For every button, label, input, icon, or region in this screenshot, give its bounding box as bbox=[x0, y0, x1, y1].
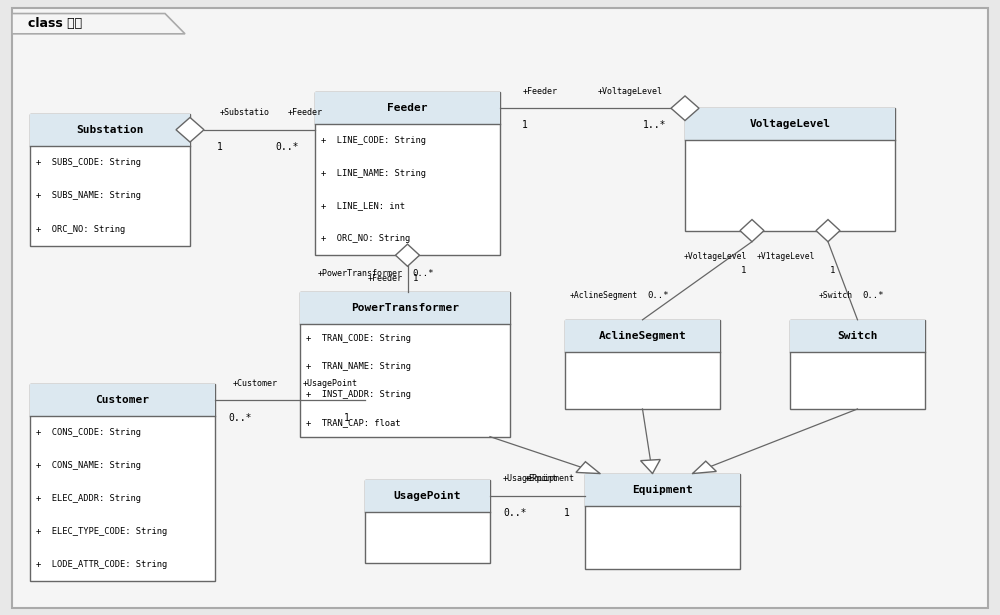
Polygon shape bbox=[12, 14, 185, 34]
Bar bbox=[685, 108, 895, 231]
Bar bbox=[30, 114, 190, 246]
Text: 0..*: 0..* bbox=[648, 291, 669, 300]
Bar bbox=[585, 474, 740, 569]
Text: +V1tageLevel: +V1tageLevel bbox=[757, 252, 816, 261]
Text: +  ORC_NO: String: + ORC_NO: String bbox=[36, 225, 125, 234]
Bar bbox=[30, 384, 215, 581]
Text: 0..*: 0..* bbox=[862, 291, 884, 300]
Polygon shape bbox=[692, 461, 716, 474]
Text: +  LINE_LEN: int: + LINE_LEN: int bbox=[321, 202, 405, 210]
Text: 1: 1 bbox=[344, 413, 350, 423]
Bar bbox=[685, 108, 895, 140]
Text: +AclineSegment: +AclineSegment bbox=[569, 291, 638, 300]
Text: 1: 1 bbox=[217, 142, 223, 152]
Text: +VoltageLevel: +VoltageLevel bbox=[598, 87, 662, 95]
Bar bbox=[790, 320, 925, 409]
Text: +Customer: +Customer bbox=[232, 379, 278, 387]
Text: PowerTransformer: PowerTransformer bbox=[351, 303, 459, 313]
Text: Equipment: Equipment bbox=[632, 485, 693, 494]
Text: 1: 1 bbox=[522, 121, 528, 130]
Text: 1: 1 bbox=[413, 274, 418, 283]
Text: +  TRAN_CODE: String: + TRAN_CODE: String bbox=[306, 334, 411, 343]
Polygon shape bbox=[576, 462, 600, 474]
Text: +  LINE_NAME: String: + LINE_NAME: String bbox=[321, 169, 426, 178]
Text: 0..*: 0..* bbox=[228, 413, 252, 423]
Bar bbox=[300, 292, 510, 324]
Bar bbox=[30, 114, 190, 146]
Polygon shape bbox=[395, 244, 420, 266]
Text: Switch: Switch bbox=[837, 331, 878, 341]
Bar bbox=[300, 292, 510, 437]
Bar bbox=[315, 92, 500, 255]
Text: Feeder: Feeder bbox=[387, 103, 428, 113]
Text: +  ELEC_ADDR: String: + ELEC_ADDR: String bbox=[36, 494, 141, 503]
Text: 1: 1 bbox=[741, 266, 747, 275]
Text: +  LODE_ATTR_CODE: String: + LODE_ATTR_CODE: String bbox=[36, 560, 167, 569]
Bar bbox=[365, 480, 490, 512]
Polygon shape bbox=[740, 220, 764, 242]
Bar bbox=[30, 384, 215, 416]
Text: 1: 1 bbox=[830, 266, 836, 275]
Text: +Equipment: +Equipment bbox=[525, 474, 575, 483]
Text: 1..*: 1..* bbox=[643, 121, 667, 130]
Text: +  SUBS_CODE: String: + SUBS_CODE: String bbox=[36, 158, 141, 167]
Bar bbox=[565, 320, 720, 409]
Bar bbox=[565, 320, 720, 352]
Text: Substation: Substation bbox=[76, 125, 144, 135]
Text: +  SUBS_NAME: String: + SUBS_NAME: String bbox=[36, 191, 141, 200]
Bar bbox=[790, 320, 925, 352]
Text: 1: 1 bbox=[564, 508, 570, 518]
Polygon shape bbox=[641, 459, 660, 474]
Text: +  ORC_NO: String: + ORC_NO: String bbox=[321, 234, 410, 244]
Text: Customer: Customer bbox=[96, 395, 150, 405]
Text: +  ELEC_TYPE_CODE: String: + ELEC_TYPE_CODE: String bbox=[36, 527, 167, 536]
Text: +  TRAN_CAP: float: + TRAN_CAP: float bbox=[306, 418, 400, 427]
Text: UsagePoint: UsagePoint bbox=[394, 491, 461, 501]
Text: 0..*: 0..* bbox=[413, 269, 434, 278]
Text: +  TRAN_NAME: String: + TRAN_NAME: String bbox=[306, 362, 411, 371]
Bar bbox=[585, 474, 740, 506]
Polygon shape bbox=[671, 96, 699, 121]
Text: +Substatio: +Substatio bbox=[220, 108, 270, 117]
Text: +UsagePoint: +UsagePoint bbox=[503, 474, 558, 483]
Text: +  CONS_CODE: String: + CONS_CODE: String bbox=[36, 428, 141, 437]
Text: AclineSegment: AclineSegment bbox=[599, 331, 686, 341]
Text: +Feeder: +Feeder bbox=[288, 108, 322, 117]
Text: VoltageLevel: VoltageLevel bbox=[750, 119, 830, 129]
Text: +Feeder: +Feeder bbox=[367, 274, 402, 283]
Text: +PowerTransformer: +PowerTransformer bbox=[317, 269, 402, 278]
Text: +UsagePoint: +UsagePoint bbox=[302, 379, 357, 387]
Text: class 生产: class 生产 bbox=[28, 17, 82, 30]
Text: +Switch: +Switch bbox=[818, 291, 852, 300]
Text: +  LINE_CODE: String: + LINE_CODE: String bbox=[321, 136, 426, 145]
Text: 0..*: 0..* bbox=[275, 142, 299, 152]
Text: +Feeder: +Feeder bbox=[522, 87, 558, 95]
Polygon shape bbox=[816, 220, 840, 242]
Text: +  CONS_NAME: String: + CONS_NAME: String bbox=[36, 461, 141, 470]
Text: +VoltageLevel: +VoltageLevel bbox=[684, 252, 747, 261]
Text: +  INST_ADDR: String: + INST_ADDR: String bbox=[306, 390, 411, 399]
Text: 0..*: 0..* bbox=[503, 508, 527, 518]
Polygon shape bbox=[176, 117, 204, 142]
Bar bbox=[315, 92, 500, 124]
Bar bbox=[365, 480, 490, 563]
